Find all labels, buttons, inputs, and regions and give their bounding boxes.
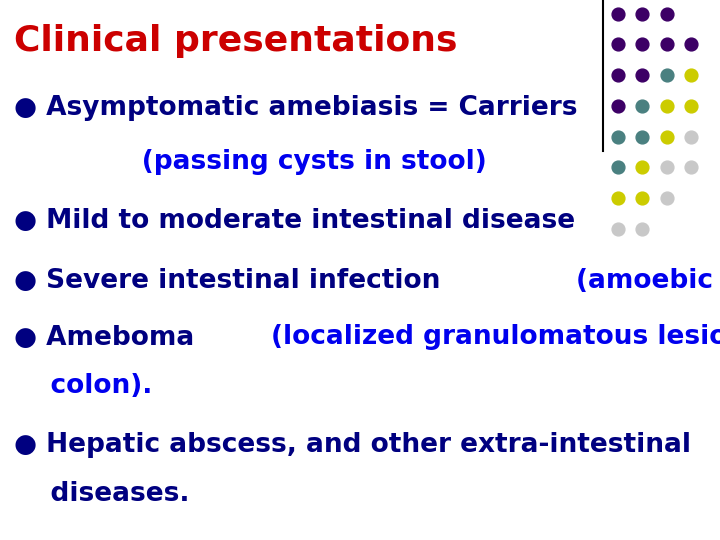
Text: ● Mild to moderate intestinal disease: ● Mild to moderate intestinal disease — [14, 208, 585, 234]
Text: colon).: colon). — [14, 373, 153, 399]
Point — [612, 71, 624, 79]
Text: ● Ameboma: ● Ameboma — [14, 325, 213, 350]
Point — [661, 132, 672, 141]
Text: diseases.: diseases. — [14, 481, 190, 507]
Point — [685, 132, 697, 141]
Point — [612, 9, 624, 18]
Point — [636, 9, 648, 18]
Point — [612, 163, 624, 172]
Point — [612, 194, 624, 202]
Point — [685, 163, 697, 172]
Point — [612, 132, 624, 141]
Point — [661, 40, 672, 49]
Text: (passing cysts in stool): (passing cysts in stool) — [14, 149, 487, 175]
Text: ● Severe intestinal infection: ● Severe intestinal infection — [14, 268, 450, 294]
Point — [636, 163, 648, 172]
Point — [636, 40, 648, 49]
Point — [612, 225, 624, 233]
Point — [685, 71, 697, 79]
Text: (amoebic dysentery): (amoebic dysentery) — [576, 268, 720, 294]
Point — [636, 225, 648, 233]
Point — [661, 194, 672, 202]
Point — [636, 132, 648, 141]
Point — [636, 71, 648, 79]
Point — [685, 40, 697, 49]
Point — [636, 102, 648, 110]
Point — [661, 163, 672, 172]
Point — [636, 194, 648, 202]
Point — [661, 71, 672, 79]
Point — [612, 102, 624, 110]
Point — [661, 9, 672, 18]
Text: ● Hepatic abscess, and other extra-intestinal: ● Hepatic abscess, and other extra-intes… — [14, 433, 691, 458]
Text: (localized granulomatous lesion of: (localized granulomatous lesion of — [271, 325, 720, 350]
Point — [612, 40, 624, 49]
Text: ● Asymptomatic amebiasis = Carriers: ● Asymptomatic amebiasis = Carriers — [14, 95, 578, 121]
Point — [685, 102, 697, 110]
Point — [661, 102, 672, 110]
Text: Clinical presentations: Clinical presentations — [14, 24, 458, 58]
